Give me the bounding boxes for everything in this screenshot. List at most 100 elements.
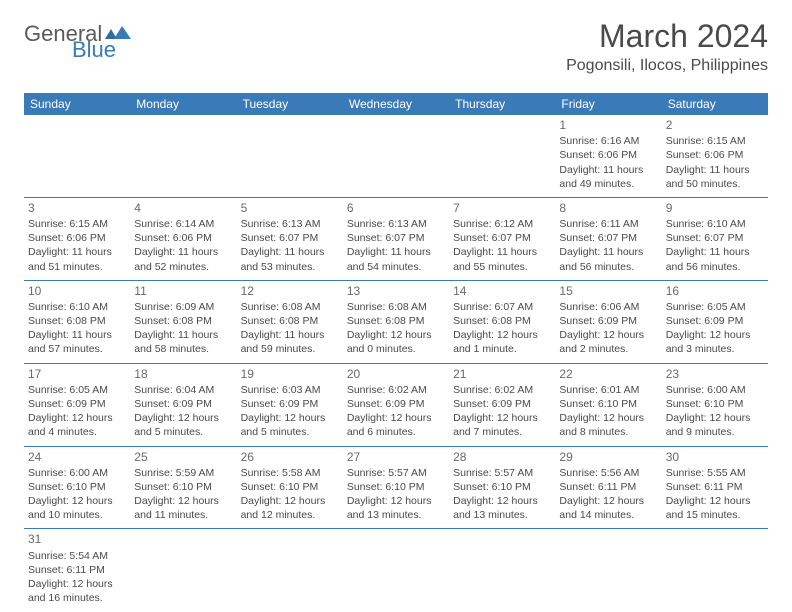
sunrise-line: Sunrise: 6:08 AM xyxy=(241,300,339,314)
day-number: 25 xyxy=(134,449,232,465)
day-cell-10: 10Sunrise: 6:10 AMSunset: 6:08 PMDayligh… xyxy=(24,280,130,363)
daylight-line: Daylight: 11 hours and 56 minutes. xyxy=(559,245,657,273)
daylight-line: Daylight: 12 hours and 1 minute. xyxy=(453,328,551,356)
sunrise-line: Sunrise: 6:16 AM xyxy=(559,134,657,148)
day-number: 20 xyxy=(347,366,445,382)
sunset-line: Sunset: 6:08 PM xyxy=(453,314,551,328)
sunset-line: Sunset: 6:08 PM xyxy=(28,314,126,328)
sunset-line: Sunset: 6:11 PM xyxy=(559,480,657,494)
sunrise-line: Sunrise: 6:03 AM xyxy=(241,383,339,397)
daylight-line: Daylight: 11 hours and 51 minutes. xyxy=(28,245,126,273)
sunset-line: Sunset: 6:06 PM xyxy=(28,231,126,245)
day-cell-28: 28Sunrise: 5:57 AMSunset: 6:10 PMDayligh… xyxy=(449,446,555,529)
empty-cell xyxy=(343,115,449,197)
day-number: 18 xyxy=(134,366,232,382)
sunrise-line: Sunrise: 5:59 AM xyxy=(134,466,232,480)
calendar-table: SundayMondayTuesdayWednesdayThursdayFrid… xyxy=(24,93,768,611)
sunrise-line: Sunrise: 6:08 AM xyxy=(347,300,445,314)
sunset-line: Sunset: 6:10 PM xyxy=(28,480,126,494)
empty-cell xyxy=(662,529,768,611)
daylight-line: Daylight: 11 hours and 59 minutes. xyxy=(241,328,339,356)
day-header-row: SundayMondayTuesdayWednesdayThursdayFrid… xyxy=(24,93,768,115)
day-number: 29 xyxy=(559,449,657,465)
sunrise-line: Sunrise: 6:02 AM xyxy=(347,383,445,397)
sunrise-line: Sunrise: 6:15 AM xyxy=(666,134,764,148)
daylight-line: Daylight: 12 hours and 16 minutes. xyxy=(28,577,126,605)
sunrise-line: Sunrise: 6:10 AM xyxy=(28,300,126,314)
day-number: 28 xyxy=(453,449,551,465)
day-header-tuesday: Tuesday xyxy=(237,93,343,115)
day-cell-5: 5Sunrise: 6:13 AMSunset: 6:07 PMDaylight… xyxy=(237,197,343,280)
daylight-line: Daylight: 11 hours and 55 minutes. xyxy=(453,245,551,273)
day-cell-12: 12Sunrise: 6:08 AMSunset: 6:08 PMDayligh… xyxy=(237,280,343,363)
daylight-line: Daylight: 12 hours and 9 minutes. xyxy=(666,411,764,439)
daylight-line: Daylight: 12 hours and 10 minutes. xyxy=(28,494,126,522)
sunrise-line: Sunrise: 6:05 AM xyxy=(666,300,764,314)
sunset-line: Sunset: 6:06 PM xyxy=(559,148,657,162)
day-number: 1 xyxy=(559,117,657,133)
sunrise-line: Sunrise: 6:00 AM xyxy=(666,383,764,397)
daylight-line: Daylight: 11 hours and 58 minutes. xyxy=(134,328,232,356)
day-number: 3 xyxy=(28,200,126,216)
day-header-friday: Friday xyxy=(555,93,661,115)
day-cell-13: 13Sunrise: 6:08 AMSunset: 6:08 PMDayligh… xyxy=(343,280,449,363)
daylight-line: Daylight: 12 hours and 0 minutes. xyxy=(347,328,445,356)
day-cell-21: 21Sunrise: 6:02 AMSunset: 6:09 PMDayligh… xyxy=(449,363,555,446)
daylight-line: Daylight: 12 hours and 2 minutes. xyxy=(559,328,657,356)
daylight-line: Daylight: 11 hours and 52 minutes. xyxy=(134,245,232,273)
day-cell-18: 18Sunrise: 6:04 AMSunset: 6:09 PMDayligh… xyxy=(130,363,236,446)
day-number: 7 xyxy=(453,200,551,216)
day-number: 30 xyxy=(666,449,764,465)
day-number: 17 xyxy=(28,366,126,382)
sunset-line: Sunset: 6:10 PM xyxy=(241,480,339,494)
day-number: 10 xyxy=(28,283,126,299)
sunset-line: Sunset: 6:06 PM xyxy=(134,231,232,245)
logo: GeneralBlue xyxy=(24,24,133,60)
day-cell-25: 25Sunrise: 5:59 AMSunset: 6:10 PMDayligh… xyxy=(130,446,236,529)
sunrise-line: Sunrise: 6:09 AM xyxy=(134,300,232,314)
day-number: 14 xyxy=(453,283,551,299)
empty-cell xyxy=(130,115,236,197)
empty-cell xyxy=(343,529,449,611)
daylight-line: Daylight: 11 hours and 50 minutes. xyxy=(666,163,764,191)
day-number: 6 xyxy=(347,200,445,216)
sunset-line: Sunset: 6:10 PM xyxy=(666,397,764,411)
sunset-line: Sunset: 6:10 PM xyxy=(453,480,551,494)
sunset-line: Sunset: 6:08 PM xyxy=(347,314,445,328)
day-number: 2 xyxy=(666,117,764,133)
empty-cell xyxy=(237,115,343,197)
calendar-body: 1Sunrise: 6:16 AMSunset: 6:06 PMDaylight… xyxy=(24,115,768,611)
day-cell-31: 31Sunrise: 5:54 AMSunset: 6:11 PMDayligh… xyxy=(24,529,130,611)
sunrise-line: Sunrise: 6:15 AM xyxy=(28,217,126,231)
day-number: 13 xyxy=(347,283,445,299)
sunrise-line: Sunrise: 5:57 AM xyxy=(453,466,551,480)
day-number: 22 xyxy=(559,366,657,382)
day-number: 9 xyxy=(666,200,764,216)
sunset-line: Sunset: 6:09 PM xyxy=(666,314,764,328)
sunrise-line: Sunrise: 6:13 AM xyxy=(347,217,445,231)
day-cell-24: 24Sunrise: 6:00 AMSunset: 6:10 PMDayligh… xyxy=(24,446,130,529)
sunset-line: Sunset: 6:09 PM xyxy=(559,314,657,328)
sunrise-line: Sunrise: 6:12 AM xyxy=(453,217,551,231)
sunrise-line: Sunrise: 5:54 AM xyxy=(28,549,126,563)
daylight-line: Daylight: 12 hours and 11 minutes. xyxy=(134,494,232,522)
day-number: 15 xyxy=(559,283,657,299)
daylight-line: Daylight: 12 hours and 15 minutes. xyxy=(666,494,764,522)
sunset-line: Sunset: 6:10 PM xyxy=(347,480,445,494)
day-header-sunday: Sunday xyxy=(24,93,130,115)
daylight-line: Daylight: 12 hours and 12 minutes. xyxy=(241,494,339,522)
day-cell-4: 4Sunrise: 6:14 AMSunset: 6:06 PMDaylight… xyxy=(130,197,236,280)
day-cell-27: 27Sunrise: 5:57 AMSunset: 6:10 PMDayligh… xyxy=(343,446,449,529)
sunset-line: Sunset: 6:07 PM xyxy=(453,231,551,245)
title-block: March 2024 Pogonsili, Ilocos, Philippine… xyxy=(566,18,768,75)
empty-cell xyxy=(130,529,236,611)
daylight-line: Daylight: 11 hours and 53 minutes. xyxy=(241,245,339,273)
day-number: 21 xyxy=(453,366,551,382)
day-number: 31 xyxy=(28,531,126,547)
sunset-line: Sunset: 6:07 PM xyxy=(241,231,339,245)
day-number: 8 xyxy=(559,200,657,216)
day-number: 19 xyxy=(241,366,339,382)
sunrise-line: Sunrise: 5:56 AM xyxy=(559,466,657,480)
day-cell-15: 15Sunrise: 6:06 AMSunset: 6:09 PMDayligh… xyxy=(555,280,661,363)
sunrise-line: Sunrise: 6:07 AM xyxy=(453,300,551,314)
